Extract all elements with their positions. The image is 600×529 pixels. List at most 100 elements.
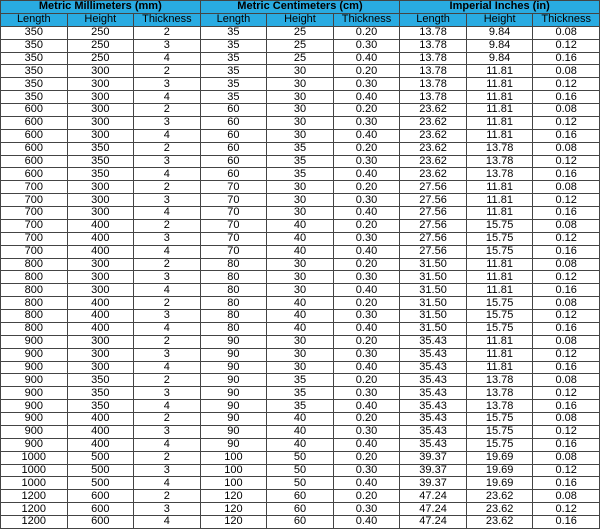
table-cell: 15.75 xyxy=(465,218,534,233)
table-cell: 15.75 xyxy=(465,244,534,259)
table-cell: 300 xyxy=(66,334,135,349)
table-body: 350 250 2 35 25 0.20 13.78 9.84 0.08 350 250 3 35 25 0… xyxy=(0,25,600,529)
column-header-height: Height xyxy=(66,12,135,27)
table-cell: 250 xyxy=(66,51,135,66)
table-row: 350 250 4 35 25 0.40 13.78 9.84 0.16 xyxy=(0,51,600,66)
table-cell: 0.16 xyxy=(532,515,600,529)
table-cell: 3 xyxy=(133,502,201,516)
table-cell: 35.43 xyxy=(399,334,467,349)
table-cell: 11.81 xyxy=(465,103,534,117)
table-row: 350 300 2 35 30 0.20 13.78 11.81 0.08 xyxy=(0,64,600,79)
table-cell: 47.24 xyxy=(399,515,467,529)
table-cell: 2 xyxy=(133,64,201,79)
table-cell: 30 xyxy=(266,193,334,207)
table-cell: 35.43 xyxy=(399,373,467,388)
table-cell: 0.12 xyxy=(532,309,600,323)
table-row: 600 300 3 60 30 0.30 23.62 11.81 0.12 xyxy=(0,115,600,130)
table-cell: 31.50 xyxy=(399,257,467,272)
table-cell: 90 xyxy=(199,334,268,349)
table-cell: 3 xyxy=(133,77,201,92)
table-cell: 2 xyxy=(133,373,201,388)
table-cell: 700 xyxy=(0,193,68,207)
table-row: 800 300 3 80 30 0.30 31.50 11.81 0.12 xyxy=(0,270,600,285)
table-cell: 0.20 xyxy=(332,489,401,504)
table-cell: 800 xyxy=(0,296,68,310)
table-cell: 50 xyxy=(266,450,334,465)
table-cell: 800 xyxy=(0,283,68,298)
table-row: 350 300 3 35 30 0.30 13.78 11.81 0.12 xyxy=(0,77,600,92)
table-cell: 35 xyxy=(266,373,334,388)
table-cell: 35.43 xyxy=(399,386,467,401)
table-cell: 4 xyxy=(133,244,201,259)
table-cell: 40 xyxy=(266,412,334,426)
table-cell: 300 xyxy=(66,77,135,92)
table-cell: 0.20 xyxy=(332,218,401,233)
table-cell: 4 xyxy=(133,437,201,452)
table-cell: 0.40 xyxy=(332,128,401,143)
table-cell: 0.12 xyxy=(532,424,600,439)
table-cell: 0.40 xyxy=(332,206,401,220)
table-cell: 70 xyxy=(199,231,268,246)
table-cell: 11.81 xyxy=(465,334,534,349)
table-cell: 0.30 xyxy=(332,347,401,362)
table-cell: 31.50 xyxy=(399,296,467,310)
table-cell: 80 xyxy=(199,321,268,336)
table-cell: 90 xyxy=(199,424,268,439)
table-cell: 35.43 xyxy=(399,412,467,426)
table-cell: 350 xyxy=(66,154,135,169)
group-header-in: Imperial Inches (in) xyxy=(399,0,600,14)
table-row: 350 250 2 35 25 0.20 13.78 9.84 0.08 xyxy=(0,25,600,40)
table-row: 700 400 3 70 40 0.30 27.56 15.75 0.12 xyxy=(0,231,600,246)
table-cell: 11.81 xyxy=(465,115,534,130)
table-cell: 23.62 xyxy=(399,154,467,169)
table-cell: 2 xyxy=(133,103,201,117)
table-cell: 1200 xyxy=(0,515,68,529)
table-row: 1000 500 4 100 50 0.40 39.37 19.69 0.16 xyxy=(0,476,600,491)
table-cell: 0.40 xyxy=(332,437,401,452)
table-cell: 0.20 xyxy=(332,25,401,40)
table-cell: 400 xyxy=(66,244,135,259)
table-row: 700 300 2 70 30 0.20 27.56 11.81 0.08 xyxy=(0,180,600,195)
table-cell: 0.40 xyxy=(332,360,401,375)
table-cell: 3 xyxy=(133,193,201,207)
table-cell: 70 xyxy=(199,206,268,220)
table-cell: 80 xyxy=(199,270,268,285)
table-cell: 90 xyxy=(199,360,268,375)
table-cell: 0.08 xyxy=(532,257,600,272)
table-cell: 600 xyxy=(66,515,135,529)
table-cell: 800 xyxy=(0,270,68,285)
column-header-thickness: Thickness xyxy=(133,12,201,27)
table-cell: 23.62 xyxy=(465,489,534,504)
table-cell: 0.16 xyxy=(532,476,600,491)
table-cell: 0.30 xyxy=(332,309,401,323)
table-cell: 900 xyxy=(0,386,68,401)
table-cell: 0.20 xyxy=(332,257,401,272)
table-cell: 900 xyxy=(0,373,68,388)
table-cell: 700 xyxy=(0,180,68,195)
table-cell: 80 xyxy=(199,283,268,298)
table-cell: 19.69 xyxy=(465,476,534,491)
table-cell: 500 xyxy=(66,476,135,491)
table-cell: 300 xyxy=(66,193,135,207)
table-cell: 23.62 xyxy=(399,141,467,156)
table-cell: 350 xyxy=(66,167,135,182)
table-cell: 300 xyxy=(66,180,135,195)
table-cell: 0.16 xyxy=(532,437,600,452)
table-cell: 0.40 xyxy=(332,476,401,491)
table-cell: 40 xyxy=(266,309,334,323)
table-cell: 40 xyxy=(266,296,334,310)
table-cell: 0.16 xyxy=(532,51,600,66)
table-cell: 1000 xyxy=(0,450,68,465)
table-row: 1000 500 2 100 50 0.20 39.37 19.69 0.08 xyxy=(0,450,600,465)
group-header-row: Metric Millimeters (mm) Metric Centimete… xyxy=(0,0,600,14)
table-cell: 900 xyxy=(0,334,68,349)
table-cell: 0.40 xyxy=(332,167,401,182)
table-cell: 350 xyxy=(66,386,135,401)
table-cell: 11.81 xyxy=(465,283,534,298)
table-cell: 300 xyxy=(66,115,135,130)
table-cell: 30 xyxy=(266,128,334,143)
table-cell: 300 xyxy=(66,283,135,298)
table-cell: 4 xyxy=(133,51,201,66)
table-row: 900 400 4 90 40 0.40 35.43 15.75 0.16 xyxy=(0,437,600,452)
